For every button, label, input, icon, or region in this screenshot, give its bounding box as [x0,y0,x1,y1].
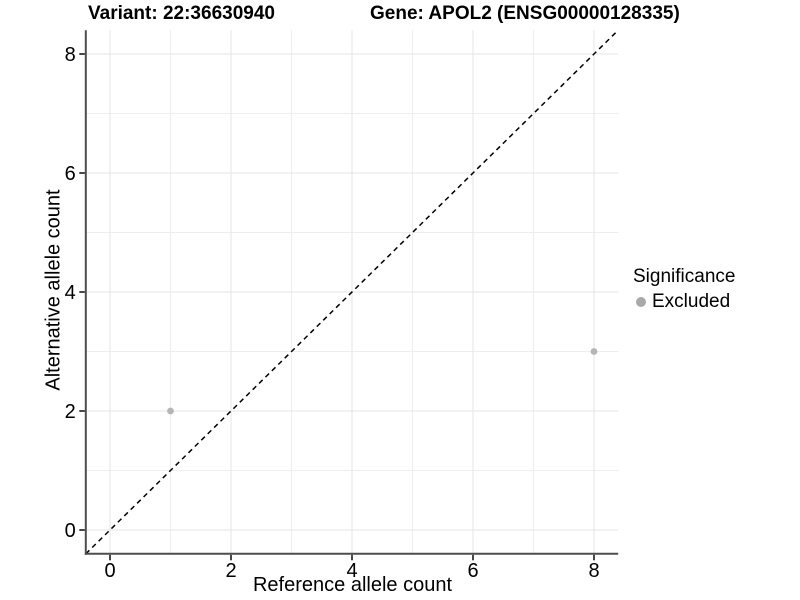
x-axis-title: Reference allele count [252,574,452,596]
y-tick-label: 0 [65,520,76,542]
y-tick-label: 2 [65,401,76,423]
y-tick-label: 8 [65,44,76,66]
legend-item-label: Excluded [652,291,731,312]
excluded-point-icon [636,297,646,307]
x-tick-label: 4 [346,560,357,582]
legend-item-excluded: Excluded [633,291,735,313]
x-tick-label: 0 [104,560,115,582]
y-tick-label: 4 [65,282,76,304]
legend: Significance Excluded [633,266,735,313]
plot-title-variant: Variant: 22:36630940 [88,3,275,24]
y-tick-label: 6 [65,163,76,185]
x-tick-label: 2 [225,560,236,582]
plot-title-gene: Gene: APOL2 (ENSG00000128335) [370,3,680,24]
data-point [590,348,598,355]
x-tick-label: 6 [467,560,478,582]
data-point [167,407,174,415]
x-tick-label: 8 [588,560,599,582]
y-axis-title: Alternative allele count [42,189,65,391]
legend-title: Significance [633,266,736,287]
identity-line [85,29,619,555]
